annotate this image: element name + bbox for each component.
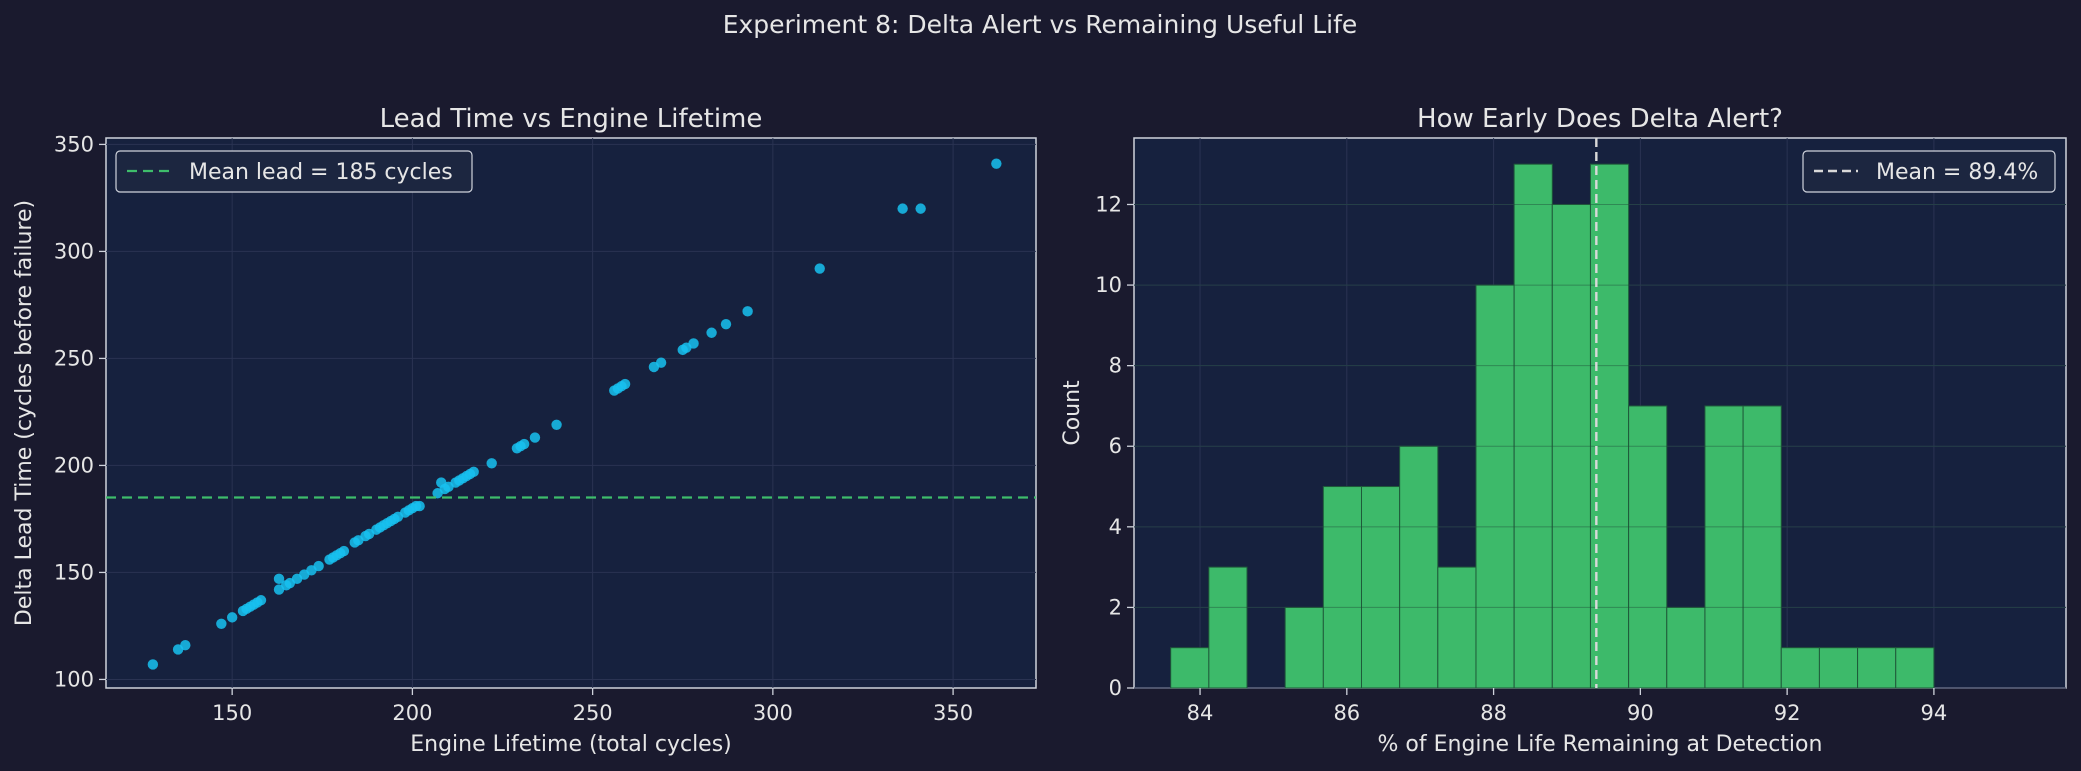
histogram-bar — [1208, 566, 1248, 689]
histogram-bar — [1628, 405, 1668, 689]
histogram-y-tick-label: 0 — [1109, 676, 1122, 700]
histogram-bar — [1780, 647, 1820, 689]
histogram-bar — [1437, 566, 1477, 689]
scatter-x-tick-label: 150 — [212, 701, 252, 725]
histogram-legend-label: Mean = 89.4% — [1876, 160, 2038, 185]
histogram-y-tick-label: 12 — [1095, 192, 1122, 216]
histogram-bar — [1170, 647, 1210, 689]
scatter-point — [688, 338, 699, 349]
scatter-title: Lead Time vs Engine Lifetime — [380, 104, 763, 134]
histogram-legend: Mean = 89.4% — [1802, 150, 2056, 193]
histogram-bar — [1857, 647, 1897, 689]
scatter-point — [915, 203, 926, 214]
scatter-point — [216, 618, 227, 629]
scatter-y-tick-label: 350 — [54, 132, 94, 156]
histogram-title: How Early Does Delta Alert? — [1417, 104, 1783, 134]
histogram-x-tick-label: 86 — [1333, 701, 1360, 725]
scatter-y-tick-label: 150 — [54, 560, 94, 584]
scatter-point — [518, 438, 530, 450]
scatter-point — [551, 419, 562, 430]
histogram-bar — [1818, 647, 1859, 689]
histogram-x-tick-label: 88 — [1480, 701, 1507, 725]
scatter-point — [655, 357, 667, 368]
scatter-point — [313, 560, 324, 572]
histogram-bar — [1322, 486, 1362, 689]
histogram-y-tick-label: 10 — [1095, 273, 1122, 297]
scatter-legend: Mean lead = 185 cycles — [115, 150, 473, 193]
histogram-y-tick-label: 2 — [1109, 595, 1122, 619]
scatter-point — [897, 203, 908, 214]
scatter-point — [991, 158, 1002, 169]
scatter-point — [226, 612, 238, 623]
histogram-chart: 84 86 88 90 92 94 0 2 4 6 8 10 12 How Early Does Del… — [1060, 104, 2067, 757]
scatter-x-axis-label: Engine Lifetime (total cycles) — [410, 732, 732, 757]
scatter-legend-box — [115, 150, 473, 193]
scatter-point — [468, 466, 479, 478]
histogram-bar — [1399, 445, 1439, 689]
histogram-bar — [1513, 163, 1553, 689]
histogram-bar — [1742, 405, 1782, 689]
scatter-point — [338, 545, 350, 557]
figure-suptitle: Experiment 8: Delta Alert vs Remaining U… — [723, 10, 1358, 39]
scatter-x-tick-label: 350 — [933, 701, 973, 725]
scatter-y-tick-label: 200 — [54, 453, 94, 477]
histogram-x-axis-label: % of Engine Life Remaining at Detection — [1378, 732, 1823, 757]
histogram-bar — [1895, 647, 1935, 689]
histogram-legend-box — [1802, 150, 2056, 193]
scatter-x-tick-label: 200 — [392, 701, 432, 725]
scatter-point — [486, 458, 497, 469]
scatter-y-axis-label: Delta Lead Time (cycles before failure) — [12, 200, 37, 626]
scatter-point — [529, 432, 541, 443]
scatter-point — [273, 573, 285, 585]
histogram-bar — [1475, 284, 1515, 689]
scatter-y-tick-label: 250 — [54, 346, 94, 370]
scatter-chart: 150 200 250 300 350 100 150 200 250 300 350 Lead T… — [12, 104, 1037, 757]
scatter-point — [706, 327, 717, 338]
scatter-point — [619, 378, 631, 390]
histogram-bar — [1284, 606, 1324, 689]
histogram-y-tick-label: 6 — [1109, 434, 1122, 458]
scatter-x-tick-label: 250 — [573, 701, 613, 725]
histogram-x-tick-label: 84 — [1187, 701, 1214, 725]
histogram-bar — [1704, 405, 1744, 689]
scatter-legend-label: Mean lead = 185 cycles — [189, 160, 453, 185]
histogram-tick-labels: 84 86 88 90 92 94 0 2 4 6 8 10 12 — [1095, 192, 1947, 725]
scatter-y-tick-label: 300 — [54, 239, 94, 263]
scatter-points — [147, 158, 1002, 670]
scatter-point — [814, 263, 825, 274]
scatter-x-tick-label: 300 — [753, 701, 793, 725]
histogram-x-tick-label: 94 — [1921, 701, 1948, 725]
scatter-point — [742, 306, 753, 317]
scatter-point — [255, 595, 267, 606]
histogram-bar — [1360, 486, 1401, 689]
scatter-point — [147, 659, 159, 670]
histogram-bar — [1666, 606, 1706, 689]
scatter-tick-labels: 150 200 250 300 350 100 150 200 250 300 350 — [54, 132, 973, 725]
histogram-y-axis-label: Count — [1060, 380, 1085, 446]
histogram-x-tick-label: 92 — [1774, 701, 1801, 725]
scatter-gridlines — [106, 138, 1036, 688]
scatter-point — [414, 500, 425, 512]
scatter-y-tick-label: 100 — [54, 667, 94, 691]
histogram-y-tick-label: 4 — [1109, 515, 1122, 539]
histogram-y-tick-label: 8 — [1109, 354, 1122, 378]
scatter-point — [180, 639, 191, 651]
histogram-x-tick-label: 90 — [1627, 701, 1654, 725]
scatter-point — [720, 318, 732, 330]
